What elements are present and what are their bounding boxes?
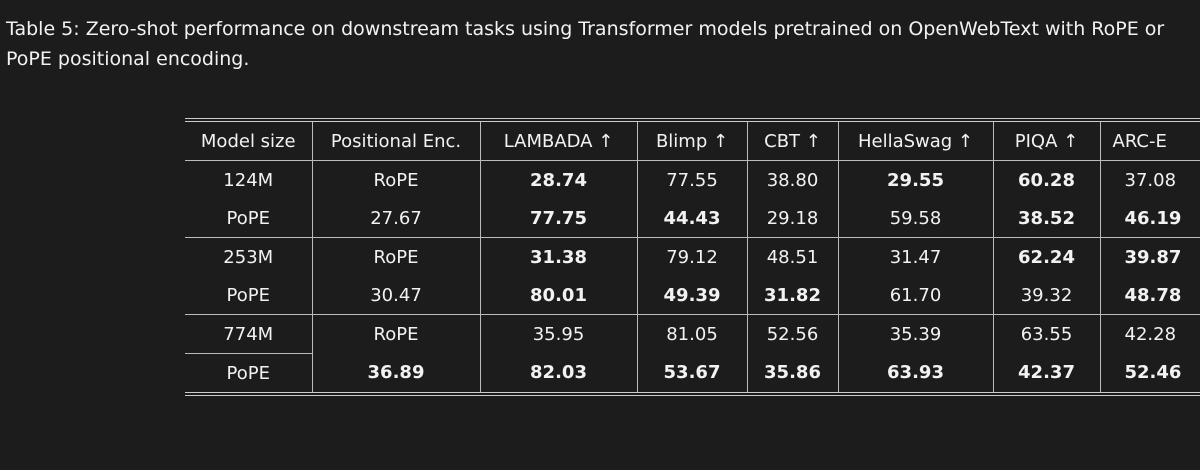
table-cell: 29.55 [837,160,993,199]
table-cell: 49.39 [636,276,747,315]
table-cell: 30.47 [311,276,480,315]
table-cell: 39.32 [992,276,1100,315]
table-cell: 44.43 [636,199,747,238]
table-row: 774M RoPE 35.95 81.05 52.56 35.39 63.55 42.28 [185,314,1200,354]
table-cell: 52.46 [1099,353,1200,394]
table-cell: 42.28 [1099,314,1200,354]
table-wrap: Model size Positional Enc. LAMBADA ↑ Blimp … [185,118,1200,418]
table-cell: 31.82 [746,276,838,315]
table-cell: PoPE [226,284,270,306]
table-cell: 62.24 [992,237,1100,276]
table-cell: 35.39 [837,314,993,354]
table-cell: 38.52 [992,199,1100,238]
table-cell: 48.78 [1099,276,1200,315]
caption: Table 5: Zero-shot performance on downst… [6,18,1165,70]
table-cell: PoPE [226,362,270,384]
table-cell: 82.03 [479,353,637,394]
table-cell: 77.55 [636,160,747,199]
table-row: 253M RoPE 31.38 79.12 48.51 31.47 62.24 39.87 [185,237,1200,276]
table-cell: RoPE [311,160,480,199]
table-cell: 81.05 [636,314,747,354]
table-cell: 28.74 [479,160,637,199]
table-cell: 253M [223,246,274,268]
table-row: 124M RoPE 28.74 77.55 38.80 29.55 60.28 37.08 [185,160,1200,199]
table-row: PoPE 27.67 77.75 44.43 29.18 59.58 38.52 46.19 [185,199,1200,238]
table-cell: 60.28 [992,160,1100,199]
header-cell: Blimp ↑ [636,120,747,161]
table-cell: 48.51 [746,237,838,276]
table-cell: 63.55 [992,314,1100,354]
header-cell: Model size [200,130,296,152]
header-cell: Positional Enc. [311,120,480,161]
table-cell: 774M [185,314,312,354]
table-cell: RoPE [311,314,480,354]
results-table: Model size Positional Enc. LAMBADA ↑ Blimp … [185,118,1200,396]
table-cell: 36.89 [311,353,480,394]
table-cell: PoPE [226,207,270,229]
table-cell: 31.38 [479,237,637,276]
table-cell: 63.93 [837,353,993,394]
table-cell: RoPE [311,237,480,276]
header-cell: PIQA ↑ [992,120,1100,161]
table-cell: 77.75 [479,199,637,238]
table-row: PoPE 30.47 80.01 49.39 31.82 61.70 39.32 48.78 [185,276,1200,315]
table-cell: 39.87 [1099,237,1200,276]
table-cell: 80.01 [479,276,637,315]
header-cell: HellaSwag ↑ [837,120,993,161]
table-cell: 52.56 [746,314,838,354]
table-cell: 31.47 [837,237,993,276]
table-cell: 35.95 [479,314,637,354]
table-cell: 46.19 [1099,199,1200,238]
header-cell: CBT ↑ [746,120,838,161]
table-cell: 27.67 [311,199,480,238]
table-cell: 53.67 [636,353,747,394]
table-cell: 59.58 [837,199,993,238]
table-cell: 35.86 [746,353,838,394]
table-cell: 38.80 [746,160,838,199]
header-row: Model size Positional Enc. LAMBADA ↑ Blimp … [185,120,1200,161]
table-body: 124M RoPE 28.74 77.55 38.80 29.55 60.28 37.08 Po… [185,160,1200,394]
table-cell: 124M [223,169,274,191]
table-cell: 29.18 [746,199,838,238]
table-cell: 42.37 [992,353,1100,394]
table-row: PoPE 36.89 82.03 53.67 35.86 63.93 42.37 52.46 [185,353,1200,394]
table-cell: 79.12 [636,237,747,276]
header-cell: ARC-E [1099,120,1200,161]
table-cell: 61.70 [837,276,993,315]
table-cell: 37.08 [1099,160,1200,199]
header-cell: LAMBADA ↑ [479,120,637,161]
